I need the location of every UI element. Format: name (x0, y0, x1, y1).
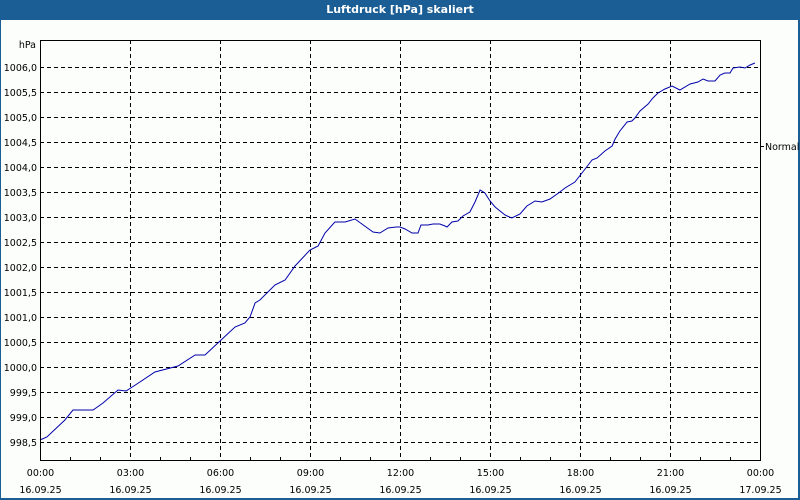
x-tick-time: 00:00 (27, 468, 54, 479)
x-tick-date: 16.09.25 (379, 485, 421, 496)
y-axis-unit: hPa (19, 40, 36, 51)
x-tick-date: 16.09.25 (289, 485, 331, 496)
x-tick-date: 16.09.25 (649, 485, 691, 496)
y-tick-label: 998,5 (10, 438, 37, 449)
x-axis: 00:00 16.09.25 03:00 16.09.25 06:00 16.09.25 0… (19, 457, 782, 496)
grid-lines (40, 40, 760, 460)
window-title: Luftdruck [hPa] skaliert (326, 3, 474, 16)
y-tick-label: 1004,0 (4, 163, 37, 174)
x-tick-date: 16.09.25 (469, 485, 511, 496)
y-tick-label: 999,5 (10, 388, 37, 399)
y-tick-label: 999,0 (10, 413, 37, 424)
y-tick-label: 1001,0 (4, 313, 37, 324)
x-tick-time: 09:00 (297, 468, 324, 479)
y-axis: hPa 1006,0 1005,5 1005,0 1004,5 1004,0 1003,5 1… (4, 40, 37, 449)
x-tick-date: 16.09.25 (559, 485, 601, 496)
annotations: Normal (760, 142, 799, 153)
y-tick-label: 1002,5 (4, 238, 37, 249)
chart-canvas (1, 20, 798, 498)
x-tick-time: 21:00 (657, 468, 684, 479)
x-tick-time: 12:00 (387, 468, 414, 479)
y-tick-label: 1006,0 (4, 63, 37, 74)
x-tick-time: 18:00 (567, 468, 594, 479)
y-tick-label: 1000,5 (4, 338, 37, 349)
y-tick-label: 1000,0 (4, 363, 37, 374)
x-tick-date: 16.09.25 (199, 485, 241, 496)
y-tick-label: 1002,0 (4, 263, 37, 274)
x-tick-time: 03:00 (117, 468, 144, 479)
pressure-line (39, 62, 756, 441)
y-tick-label: 1004,5 (4, 138, 37, 149)
y-tick-label: 1001,5 (4, 288, 37, 299)
x-tick-time: 06:00 (207, 468, 234, 479)
x-tick-date: 16.09.25 (19, 485, 61, 496)
x-tick-date: 16.09.25 (109, 485, 151, 496)
y-tick-label: 1003,5 (4, 188, 37, 199)
x-tick-date: 17.09.25 (739, 485, 781, 496)
y-tick-label: 1005,5 (4, 88, 37, 99)
plot-frame (40, 40, 761, 461)
x-tick-time: 00:00 (747, 468, 774, 479)
y-tick-label: 1005,0 (4, 113, 37, 124)
y-tick-label: 1003,0 (4, 213, 37, 224)
normal-marker-label: Normal (765, 142, 799, 153)
x-tick-time: 15:00 (477, 468, 504, 479)
